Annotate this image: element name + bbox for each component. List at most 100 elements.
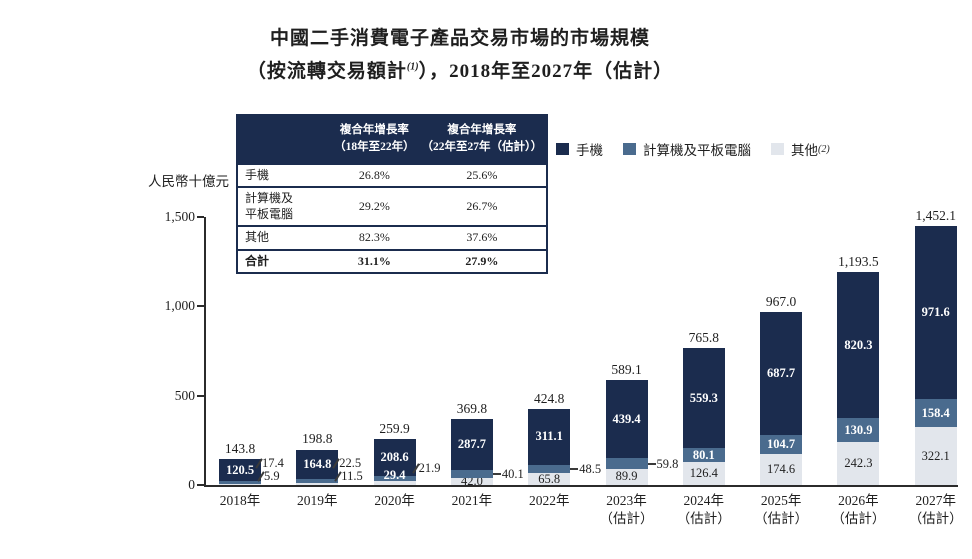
x-axis-label: 2024年 （估計）: [676, 493, 731, 526]
bar-group-2025年: 174.6 104.7 687.7 967.0: [760, 294, 803, 485]
bar-segment-computer: [450, 470, 493, 478]
bar-segment-phone: 311.1: [528, 409, 571, 465]
bar-segment-other: 242.3: [837, 441, 880, 485]
bar-value-other: 126.4: [689, 466, 718, 481]
legend-item-other: 其他 (2): [771, 139, 830, 159]
bar-value-computer: 22.5: [332, 456, 361, 471]
bar-value-computer: 40.1: [492, 467, 524, 482]
bar-value-other: 5.9: [257, 469, 280, 484]
bar-value-phone: 971.6: [921, 304, 950, 319]
leader-dash: [492, 473, 501, 476]
bar-segment-other: 42.0: [450, 474, 493, 488]
bar-value-phone: 311.1: [535, 429, 563, 444]
bar-group-2022年: 65.8 311.1 48.5 424.8: [528, 391, 601, 486]
bar-segment-phone: 971.6: [914, 225, 957, 400]
y-tick-label: 1,500: [164, 209, 195, 224]
bar-value-phone: 208.6: [380, 449, 409, 464]
y-tick-label: 0: [188, 477, 195, 492]
legend-swatch-phone: [556, 143, 569, 155]
bar-value-other: 174.6: [767, 461, 796, 476]
y-tick-mark: [197, 394, 204, 397]
bar-segment-computer: [296, 478, 339, 483]
bar-value-phone: 164.8: [303, 456, 332, 471]
chart-title-line1: 中國二手消費電子產品交易市場的市場規模: [269, 28, 650, 49]
bar-group-2023年: 89.9 439.4 59.8 589.1: [605, 362, 678, 485]
bar-group-2026年: 242.3 130.9 820.3 1,193.5: [837, 254, 880, 485]
legend-item-computer: 計算機及平板電腦: [623, 139, 751, 159]
x-axis-label: 2026年 （估計）: [831, 493, 886, 526]
bar-segment-other: 89.9: [605, 468, 648, 485]
x-axis-label: 2025年 （估計）: [754, 493, 809, 526]
bar-segment-phone: 559.3: [682, 348, 725, 449]
bar-segment-other: 65.8: [528, 471, 571, 486]
x-axis-label: 2027年 （估計）: [908, 493, 963, 526]
bar-total-label: 1,452.1: [915, 207, 956, 223]
bar-value-computer: 17.4: [255, 456, 284, 471]
bar-group-2020年: 208.6 29.4 21.9 259.9: [373, 421, 440, 485]
bar-value-other: 21.9: [411, 461, 440, 476]
leader-dash: [647, 463, 656, 466]
bar-segment-other: [296, 482, 339, 485]
bar-segment-other: 126.4: [682, 462, 725, 485]
bar-segment-computer: [373, 475, 416, 482]
bar-total-label: 424.8: [534, 391, 565, 406]
bar-segment-computer: 104.7: [760, 435, 803, 454]
bar-total-label: 143.8: [224, 441, 256, 457]
footnote-1-marker: (1): [406, 61, 419, 73]
bar-segment-phone: 164.8: [296, 449, 339, 479]
x-axis-label: 2018年: [219, 493, 261, 508]
bar-total-label: 369.8: [456, 400, 488, 416]
bar-value-phone: 820.3: [844, 337, 873, 352]
bar-segment-other: [219, 483, 261, 485]
x-axis-label: 2019年: [297, 493, 338, 508]
cagr-header-col2: 複合年增長率 （22年至27年（估計））: [417, 115, 547, 164]
y-axis-label: 人民幣十億元: [148, 174, 229, 189]
chart-title-line2: （按流轉交易額計(1)），2018年至2027年（估計）: [246, 61, 674, 83]
chart-title: 中國二手消費電子產品交易市場的市場規模 （按流轉交易額計(1)），2018年至2…: [0, 22, 920, 89]
cagr-row-total: 合計 31.1% 27.9%: [237, 248, 547, 274]
x-axis-label: 2022年: [528, 493, 570, 508]
bar-segment-phone: 120.5: [219, 459, 261, 481]
x-axis-label: 2023年 （估計）: [599, 493, 654, 526]
cagr-row-other: 其他 82.3% 37.6%: [237, 225, 547, 250]
bar-value-other: 89.9: [615, 469, 638, 484]
bar-total-label: 589.1: [611, 361, 642, 377]
y-tick-label: 1,000: [164, 298, 195, 314]
bar-value-computer: 104.7: [767, 436, 796, 451]
bar-segment-phone: 687.7: [760, 312, 803, 436]
bar-segment-computer: [605, 458, 648, 469]
leader-dash: [570, 468, 579, 471]
bar-segment-computer: 158.4: [914, 399, 957, 428]
bar-value-other: 242.3: [844, 455, 873, 470]
bar-chart-plot-area: 0 500 1,000 1,500 120.5 17.4 5.9 143.8 2018年 164.…: [165, 208, 963, 526]
bar-total-label: 198.8: [302, 431, 333, 447]
bar-group-2024年: 126.4 80.1 559.3 765.8: [682, 330, 725, 485]
bar-value-computer: 130.9: [844, 422, 873, 437]
bar-segment-other: 174.6: [760, 453, 803, 485]
bar-group-2027年: 322.1 158.4 971.6 1,452.1: [914, 208, 957, 485]
bar-value-other: 65.8: [538, 471, 561, 486]
footnote-2-marker: (2): [818, 143, 830, 155]
bar-group-2021年: 42.0 287.7 40.1 369.8: [450, 401, 524, 488]
bar-value-phone: 439.4: [612, 411, 641, 426]
cagr-header-empty: [237, 115, 331, 164]
x-axis-label: 2020年: [374, 493, 415, 508]
bar-total-label: 1,193.5: [838, 253, 879, 269]
chart-legend: 手機 計算機及平板電腦 其他 (2): [556, 139, 830, 159]
bar-segment-other: [373, 481, 416, 485]
bar-value-phone: 287.7: [457, 437, 486, 452]
bar-value-other: 322.1: [921, 448, 950, 463]
cagr-row-computer: 計算機及 平板電腦 29.2% 26.7%: [237, 186, 547, 227]
bar-segment-computer: [219, 480, 261, 484]
bar-segment-other: 322.1: [914, 427, 957, 485]
bar-value-other: 11.5: [334, 469, 363, 484]
legend-swatch-other: [771, 143, 784, 155]
legend-swatch-computer: [623, 143, 636, 155]
bar-segment-phone: 439.4: [605, 379, 648, 459]
bar-total-label: 259.9: [379, 420, 410, 436]
cagr-table: 複合年增長率 （18年至22年） 複合年增長率 （22年至27年（估計）） 手機…: [236, 114, 548, 275]
bar-value-phone: 559.3: [689, 390, 718, 405]
bar-value-computer: 80.1: [692, 447, 715, 462]
bar-value-computer: 59.8: [647, 457, 678, 472]
